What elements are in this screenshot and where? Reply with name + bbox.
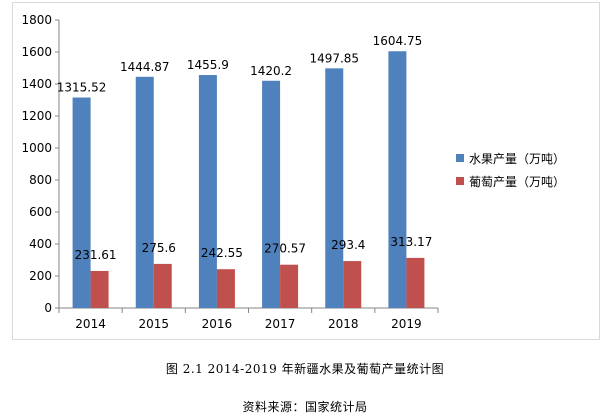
bar-0-2015 [135,76,154,308]
chart-frame: 0 200 400 600 800 1000 1200 1400 1600 1800 2014 201… [12,2,600,340]
y-tick-label: 600 [29,205,52,219]
bar-1-2014 [90,270,109,308]
bar-0-2016 [198,75,217,308]
data-label: 313.17 [390,235,432,249]
y-tick-label: 1600 [21,45,52,59]
data-label: 231.61 [75,248,117,262]
legend-swatch [456,154,464,162]
bar-1-2018 [343,261,362,308]
x-tick-label: 2017 [265,317,296,331]
y-tick-label: 1200 [21,109,52,123]
bar-chart: 0 200 400 600 800 1000 1200 1400 1600 1800 2014 201… [21,13,565,331]
y-tick-label: 0 [44,301,52,315]
y-tick-label: 1400 [21,77,52,91]
data-label: 1455.9 [187,58,229,72]
y-tick-label: 800 [29,173,52,187]
bar-1-2015 [153,263,172,308]
legend-swatch [456,177,464,185]
data-label: 1315.52 [57,81,107,95]
bar-1-2019 [406,257,425,308]
y-tick-label: 1000 [21,141,52,155]
legend-label: 葡萄产量（万吨） [469,175,565,189]
bar-1-2017 [280,264,299,308]
data-label: 1497.85 [309,51,359,65]
y-tick-label: 1800 [21,13,52,27]
x-tick-label: 2018 [328,317,359,331]
bar-0-2019 [388,51,407,309]
x-tick-label: 2019 [391,317,422,331]
bar-0-2017 [262,80,281,308]
y-tick-label: 400 [29,237,52,251]
data-label: 1420.2 [250,64,292,78]
figure-source: 资料来源：国家统计局 [242,400,368,414]
figure-caption: 图 2.1 2014-2019 年新疆水果及葡萄产量统计图 [165,362,445,376]
x-tick-label: 2014 [75,317,106,331]
x-tick-label: 2015 [138,317,169,331]
legend-label: 水果产量（万吨） [469,152,565,166]
x-tick-label: 2016 [202,317,233,331]
bar-1-2016 [216,269,235,308]
data-label: 1604.75 [373,34,423,48]
data-label: 270.57 [264,242,306,256]
data-label: 293.4 [331,238,365,252]
data-label: 1444.87 [120,60,170,74]
bar-0-2018 [325,68,344,309]
y-tick-label: 200 [29,269,52,283]
data-label: 275.6 [142,241,176,255]
bar-0-2014 [72,97,91,308]
data-label: 242.55 [201,246,243,260]
